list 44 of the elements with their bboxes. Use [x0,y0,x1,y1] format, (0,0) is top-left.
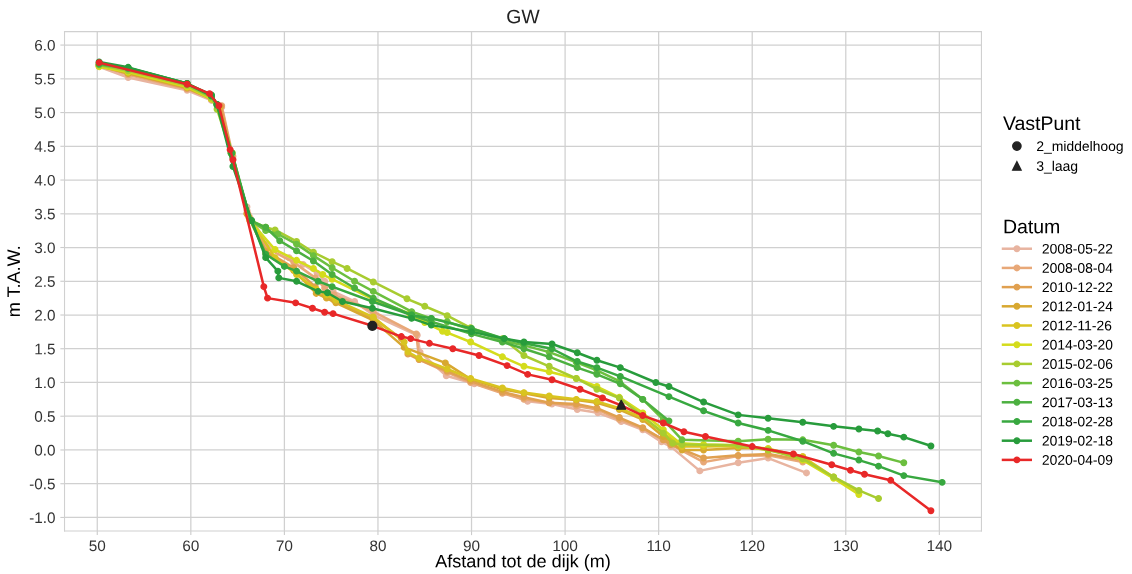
x-tick-label: 80 [370,540,386,552]
x-tick-label: 60 [183,540,199,552]
legend-label: 2010-12-22 [1042,282,1113,293]
y-tick-label: 2.0 [35,309,55,321]
y-tick-label: 1.0 [35,377,55,389]
x-tick-label: 50 [89,540,106,552]
legend-label: 2017-03-13 [1042,397,1113,408]
text: VastPunt [1003,116,1081,131]
y-tick-label: 4.0 [34,174,55,186]
x-tick-label: 100 [553,540,578,552]
y-tick-label: 3.5 [34,208,55,220]
x-tick-label: 120 [740,540,765,552]
x-axis-title: Afstand tot de dijk (m) [435,554,610,572]
x-tick-label: 140 [927,540,952,552]
legend-label: 2018-02-28 [1042,416,1113,427]
legend-label: 2012-11-26 [1042,320,1112,331]
text: Datum [1004,219,1059,234]
legend-label: 3_laag [1036,160,1078,174]
legend-label: 2016-03-25 [1042,378,1113,389]
legend-label: 2014-03-20 [1042,339,1113,350]
legend-label: 2008-05-22 [1042,243,1113,254]
x-tick-label: 130 [834,540,858,552]
y-tick-label: -0.5 [29,478,55,490]
y-tick-label: 0.0 [34,444,55,456]
y-tick-label: 3.0 [34,242,55,254]
y-tick-label: 2.5 [35,276,55,287]
y-axis-title: m T.A.W. [7,246,20,317]
y-tick-label: 5.5 [34,73,55,85]
y-tick-label: 0.5 [34,411,55,422]
x-tick-label: 70 [276,540,293,552]
y-tick-label: 1.5 [35,343,55,355]
x-tick-label: 110 [647,540,671,552]
legend-label: 2019-02-18 [1042,435,1113,446]
y-tick-label: 5.0 [34,107,55,119]
legend-label: 2012-01-24 [1042,301,1113,312]
legend-label: 2020-04-09 [1042,455,1113,465]
y-tick-label: -1.0 [29,512,55,524]
y-tick-label: 6.0 [35,39,55,51]
x-tick-label: 90 [463,540,480,552]
y-tick-label: 4.5 [34,141,55,152]
chart-title: GW [507,9,540,24]
legend-label: 2015-02-06 [1042,359,1113,369]
legend-label: 2008-08-04 [1042,263,1113,273]
legend-label: 2_middelhoog [1037,140,1123,154]
